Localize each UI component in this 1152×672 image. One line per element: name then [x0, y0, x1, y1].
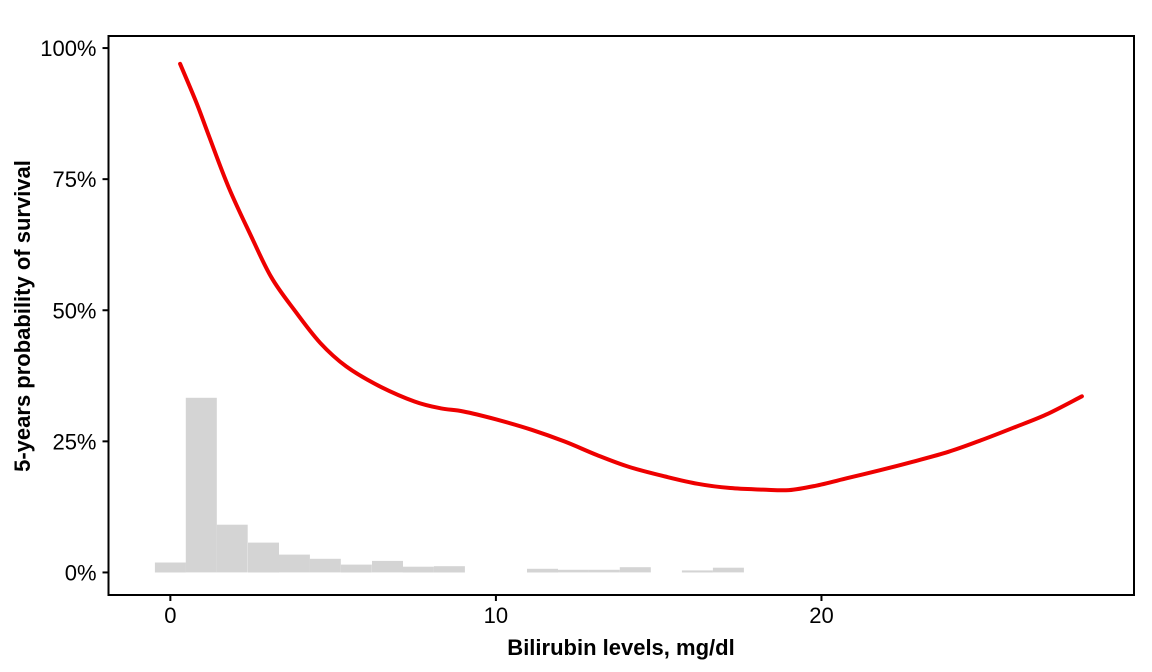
histogram-bar [681, 570, 713, 573]
y-tick-label: 0% [65, 560, 97, 585]
histogram-bar [216, 524, 248, 573]
histogram-bar [402, 566, 434, 573]
panel-border [107, 35, 1135, 596]
y-axis-title: 5-years probability of survival [10, 160, 35, 472]
y-tick-label: 50% [52, 298, 96, 323]
histogram-bar [309, 558, 341, 573]
x-tick-label: 20 [809, 603, 833, 628]
histogram-bar [248, 542, 279, 573]
x-tick-label: 0 [164, 603, 176, 628]
histogram-bar [185, 397, 217, 573]
histogram-bar [372, 560, 403, 573]
histogram-bar [433, 566, 465, 573]
histogram-bar [154, 562, 186, 573]
histogram-bar [619, 567, 651, 573]
histogram-bar [340, 564, 372, 573]
histogram-bar [557, 569, 589, 573]
x-axis-title: Bilirubin levels, mg/dl [507, 635, 735, 660]
y-tick-label: 100% [40, 36, 96, 61]
histogram-bar [712, 567, 744, 573]
histogram-bar [588, 569, 620, 573]
y-tick-label: 25% [52, 429, 96, 454]
histogram-bar [278, 554, 310, 573]
survival-curve [178, 61, 1084, 493]
x-tick-label: 10 [484, 603, 508, 628]
y-tick-label: 75% [52, 167, 96, 192]
histogram-bar [527, 568, 558, 573]
